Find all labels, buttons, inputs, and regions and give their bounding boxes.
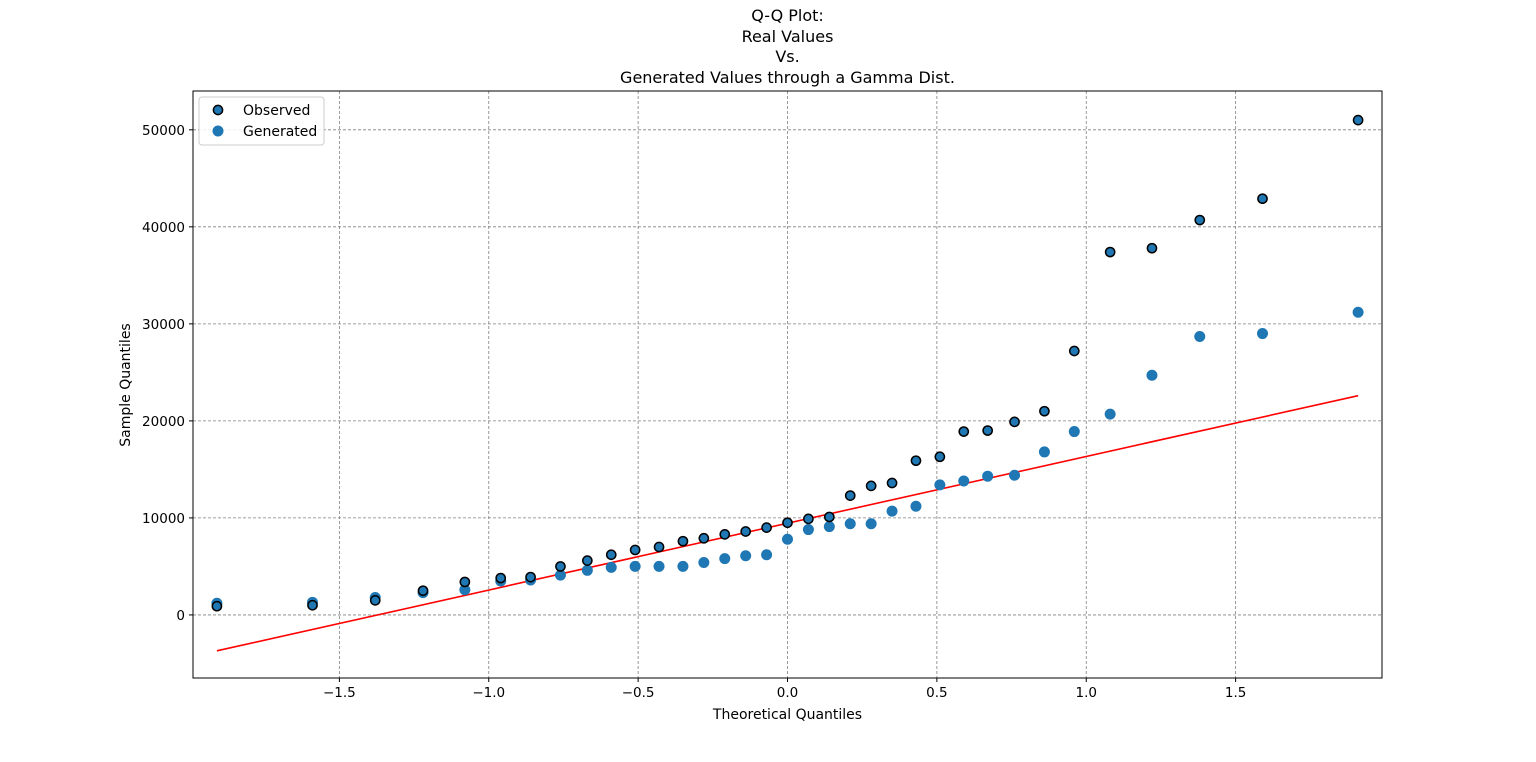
observed-point — [761, 522, 772, 533]
generated-point — [1104, 408, 1116, 420]
generated-point — [581, 564, 593, 576]
generated-point — [605, 561, 617, 573]
generated-point — [910, 500, 922, 512]
legend-label-observed: Observed — [243, 103, 310, 119]
generated-point — [934, 479, 946, 491]
observed-point — [782, 517, 793, 529]
observed-point — [495, 572, 507, 584]
generated-point — [865, 518, 877, 530]
plot-area — [193, 91, 1382, 678]
observed-point — [823, 511, 835, 523]
observed-point — [1068, 345, 1080, 357]
y-axis-ticks: 0 10000 20000 30000 40000 50000 — [142, 123, 193, 624]
generated-point — [653, 560, 665, 572]
legend-label-generated: Generated — [243, 124, 317, 140]
generated-point — [782, 533, 793, 545]
observed-point — [865, 480, 877, 492]
generated-point — [1009, 469, 1021, 481]
generated-point — [802, 524, 814, 536]
y-tick-label: 10000 — [142, 511, 185, 527]
observed-point — [910, 455, 922, 467]
generated-point — [1038, 446, 1050, 458]
observed-point — [719, 529, 731, 540]
x-tick-label: −0.5 — [622, 685, 655, 701]
observed-point — [653, 541, 665, 553]
observed-point — [886, 477, 898, 489]
plot-frame — [192, 90, 1383, 679]
observed-point — [211, 600, 223, 612]
observed-point — [740, 526, 752, 537]
observed-point — [1352, 114, 1364, 126]
title-line-2: Real Values — [742, 27, 834, 46]
observed-point — [459, 576, 471, 588]
observed-point — [369, 595, 381, 606]
x-axis-label: Theoretical Quantiles — [712, 707, 862, 723]
generated-point — [1194, 330, 1206, 342]
observed-point — [307, 599, 318, 611]
legend-marker-observed — [212, 104, 224, 116]
observed-point — [1104, 246, 1116, 258]
generated-point — [740, 550, 752, 562]
generated-point — [1146, 369, 1158, 381]
y-tick-label: 50000 — [142, 123, 185, 139]
title-line-3: Vs. — [775, 47, 799, 66]
y-tick-label: 0 — [176, 608, 185, 624]
observed-point — [1257, 193, 1268, 205]
y-tick-label: 20000 — [142, 414, 185, 430]
observed-point — [934, 451, 946, 463]
y-tick-label: 30000 — [142, 317, 185, 333]
x-tick-label: −1.5 — [323, 685, 356, 701]
legend-box — [198, 96, 325, 146]
observed-point — [677, 535, 689, 547]
observed-point — [1194, 214, 1206, 226]
observed-point — [525, 571, 536, 583]
y-axis-label: Sample Quantiles — [118, 323, 134, 446]
observed-point — [629, 544, 641, 556]
observed-point — [417, 585, 429, 597]
generated-point — [698, 557, 710, 569]
x-tick-label: 1.0 — [1076, 685, 1097, 701]
x-tick-label: 0.5 — [926, 685, 947, 701]
observed-point — [1009, 416, 1020, 428]
grid-lines — [193, 91, 1382, 678]
observed-point — [698, 532, 710, 544]
observed-point — [555, 561, 566, 572]
generated-point — [844, 518, 856, 530]
observed-point — [958, 426, 970, 437]
x-tick-label: −1.0 — [472, 685, 505, 701]
observed-point — [605, 549, 617, 561]
title-line-4: Generated Values through a Gamma Dist. — [620, 68, 955, 87]
x-tick-label: 1.5 — [1225, 685, 1246, 701]
generated-point — [958, 475, 970, 487]
generated-point — [982, 470, 994, 482]
generated-point — [1068, 426, 1080, 438]
generated-point — [761, 549, 773, 561]
generated-point — [677, 560, 689, 572]
legend: Observed Generated — [198, 96, 325, 146]
observed-series — [211, 114, 1364, 612]
legend-marker-generated — [212, 125, 224, 137]
x-tick-label: 0.0 — [777, 685, 798, 701]
generated-point — [886, 505, 898, 517]
observed-point — [844, 490, 856, 501]
observed-point — [1146, 242, 1158, 254]
observed-point — [581, 555, 593, 566]
y-tick-label: 40000 — [142, 220, 185, 236]
generated-point — [1352, 306, 1364, 318]
observed-point — [1039, 405, 1050, 417]
observed-point — [803, 513, 814, 525]
generated-point — [719, 553, 731, 565]
generated-point — [823, 521, 835, 533]
generated-point — [629, 560, 641, 572]
generated-point — [1257, 328, 1269, 340]
chart-title: Q-Q Plot: Real Values Vs. Generated Valu… — [620, 6, 955, 87]
observed-point — [982, 425, 994, 436]
title-line-1: Q-Q Plot: — [751, 6, 824, 25]
x-axis-ticks: −1.5 −1.0 −0.5 0.0 0.5 1.0 1.5 — [323, 678, 1246, 701]
